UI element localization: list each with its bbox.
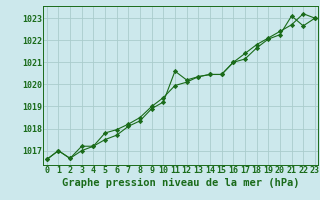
X-axis label: Graphe pression niveau de la mer (hPa): Graphe pression niveau de la mer (hPa) xyxy=(62,178,300,188)
